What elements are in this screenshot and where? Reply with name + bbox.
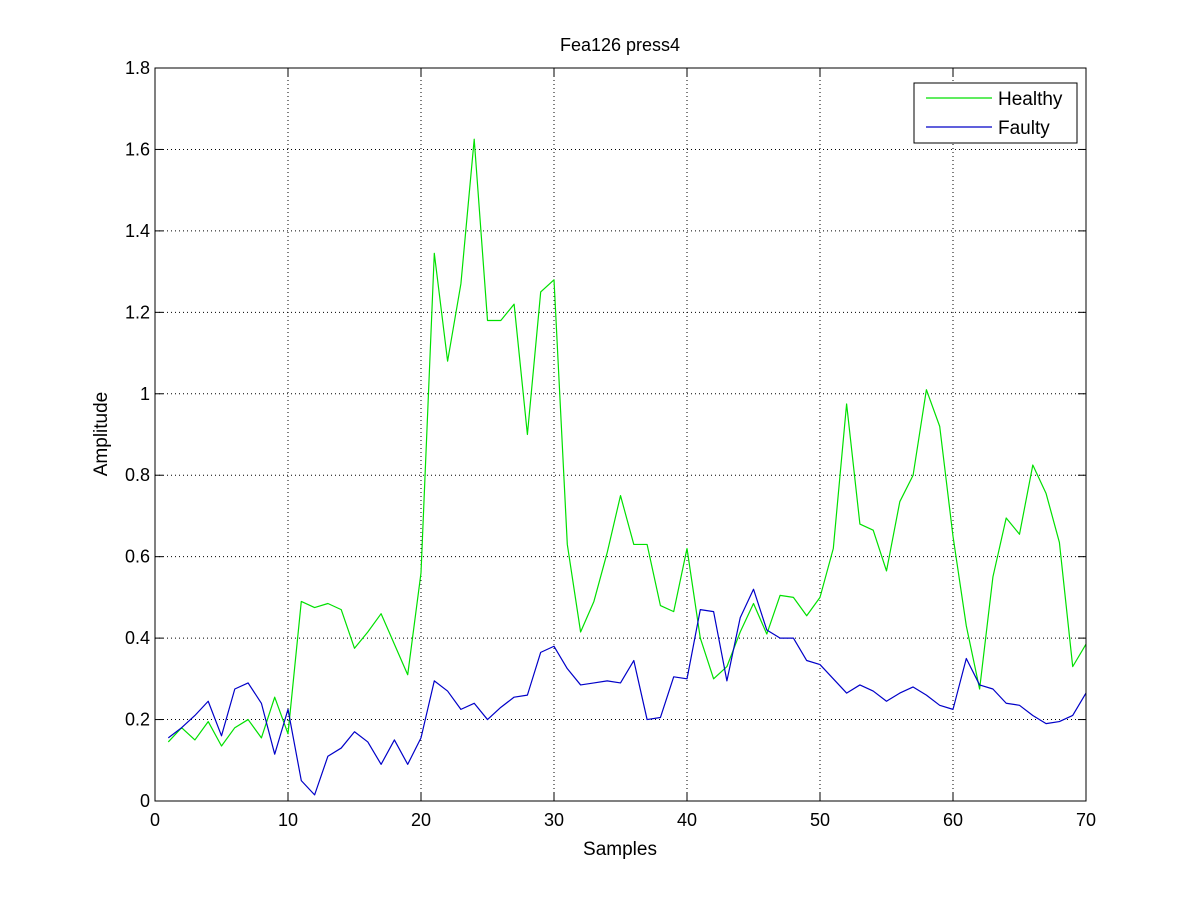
y-tick-label: 0.4 [125,628,150,648]
series-line-healthy [167,138,1087,747]
y-tick-label: 1.4 [125,221,150,241]
x-tick-label: 50 [810,810,830,830]
x-tick-label: 0 [150,810,160,830]
legend: Healthy Faulty [913,82,1078,144]
plot-frame [154,67,1087,802]
x-tick-label: 70 [1076,810,1096,830]
chart-title: Fea126 press4 [560,35,680,55]
y-tick-label: 0.8 [125,465,150,485]
x-axis-label: Samples [583,839,657,860]
legend-label-faulty: Faulty [998,118,1050,139]
x-tick-label: 60 [943,810,963,830]
legend-box [913,82,1078,144]
x-tick-label: 40 [677,810,697,830]
legend-label-healthy: Healthy [998,89,1063,110]
y-tick-label: 1.6 [125,139,150,159]
y-tick-label: 1.8 [125,58,150,78]
y-axis-label: Amplitude [91,392,112,477]
x-tick-label: 30 [544,810,564,830]
y-tick-label: 1 [140,384,150,404]
y-tick-label: 0.2 [125,710,150,730]
y-tick-label: 0.6 [125,547,150,567]
y-tick-label: 1.2 [125,302,150,322]
grid [155,68,1086,801]
x-tick-label: 20 [411,810,431,830]
x-tick-label: 10 [278,810,298,830]
axis-ticks: 0 10 20 30 40 50 60 70 0 0.2 0.4 0.6 0.8 1 1.2 1.4 1.6 1.… [125,58,1096,830]
y-tick-label: 0 [140,791,150,811]
series-group [167,138,1087,796]
series-line-faulty [167,588,1087,796]
